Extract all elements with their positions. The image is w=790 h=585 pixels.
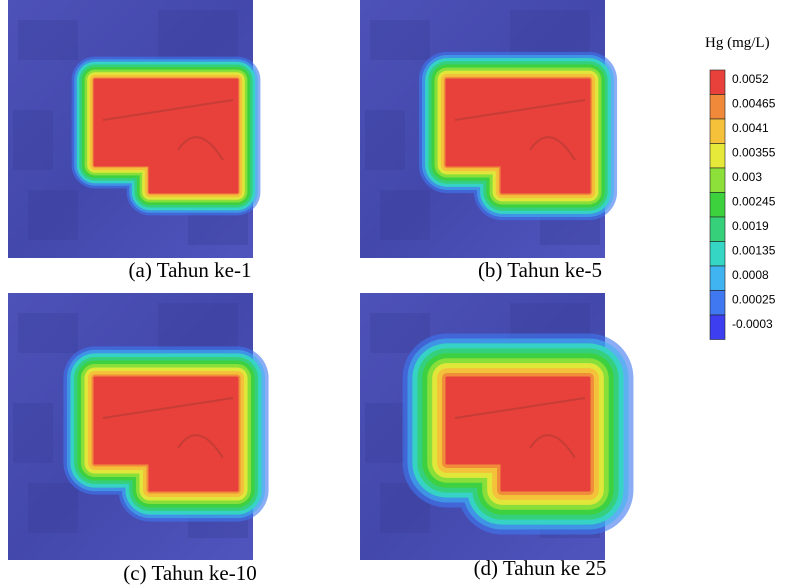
legend-label: 0.00465: [732, 97, 776, 111]
map-panel: (c) Tahun ke-10: [8, 293, 257, 585]
panel-caption: (d) Tahun ke 25: [474, 556, 607, 580]
legend-label: 0.0008: [732, 268, 769, 282]
figure: Hg (mg/L) (a) Tahun ke-1 (b) Tahun ke-5 (c…: [0, 0, 790, 585]
legend-swatch: [710, 70, 725, 95]
legend-swatch: [710, 193, 725, 218]
legend-label: 0.00245: [732, 195, 776, 209]
legend-label: 0.00025: [732, 293, 776, 307]
map-panel: (a) Tahun ke-1: [8, 0, 253, 282]
field-texture: [28, 190, 78, 240]
field-texture: [13, 403, 53, 463]
legend-swatch: [710, 168, 725, 193]
legend-label: 0.00135: [732, 244, 776, 258]
plume: [447, 80, 589, 192]
plume: [95, 80, 237, 192]
legend-label: 0.003: [732, 170, 762, 184]
panel-caption: (c) Tahun ke-10: [123, 561, 256, 585]
legend-swatch: [710, 144, 725, 169]
field-texture: [158, 10, 238, 60]
field-texture: [13, 110, 53, 170]
field-texture: [365, 403, 405, 463]
plume: [447, 378, 589, 490]
legend-label: 0.0052: [732, 72, 769, 86]
panel-caption: (a) Tahun ke-1: [129, 258, 252, 282]
legend-swatch: [710, 291, 725, 316]
field-texture: [370, 20, 430, 60]
map-panel: (d) Tahun ke 25: [360, 293, 606, 580]
legend-label: 0.00355: [732, 146, 776, 160]
legend-swatch: [710, 217, 725, 242]
field-texture: [18, 313, 78, 353]
legend-swatch: [710, 266, 725, 291]
legend-swatch: [710, 242, 725, 267]
legend-label: 0.0019: [732, 219, 769, 233]
plume: [95, 378, 237, 490]
legend-label: -0.0003: [732, 317, 773, 331]
legend-title: Hg (mg/L): [705, 35, 770, 51]
panel-caption: (b) Tahun ke-5: [478, 258, 602, 282]
field-texture: [28, 483, 78, 533]
field-texture: [158, 303, 238, 353]
legend-label: 0.0041: [732, 121, 769, 135]
legend-swatch: [710, 95, 725, 120]
field-texture: [18, 20, 78, 60]
map-panel: (b) Tahun ke-5: [360, 0, 605, 282]
legend-swatch: [710, 119, 725, 144]
field-texture: [365, 110, 405, 170]
field-texture: [380, 190, 430, 240]
legend-swatch: [710, 315, 725, 340]
